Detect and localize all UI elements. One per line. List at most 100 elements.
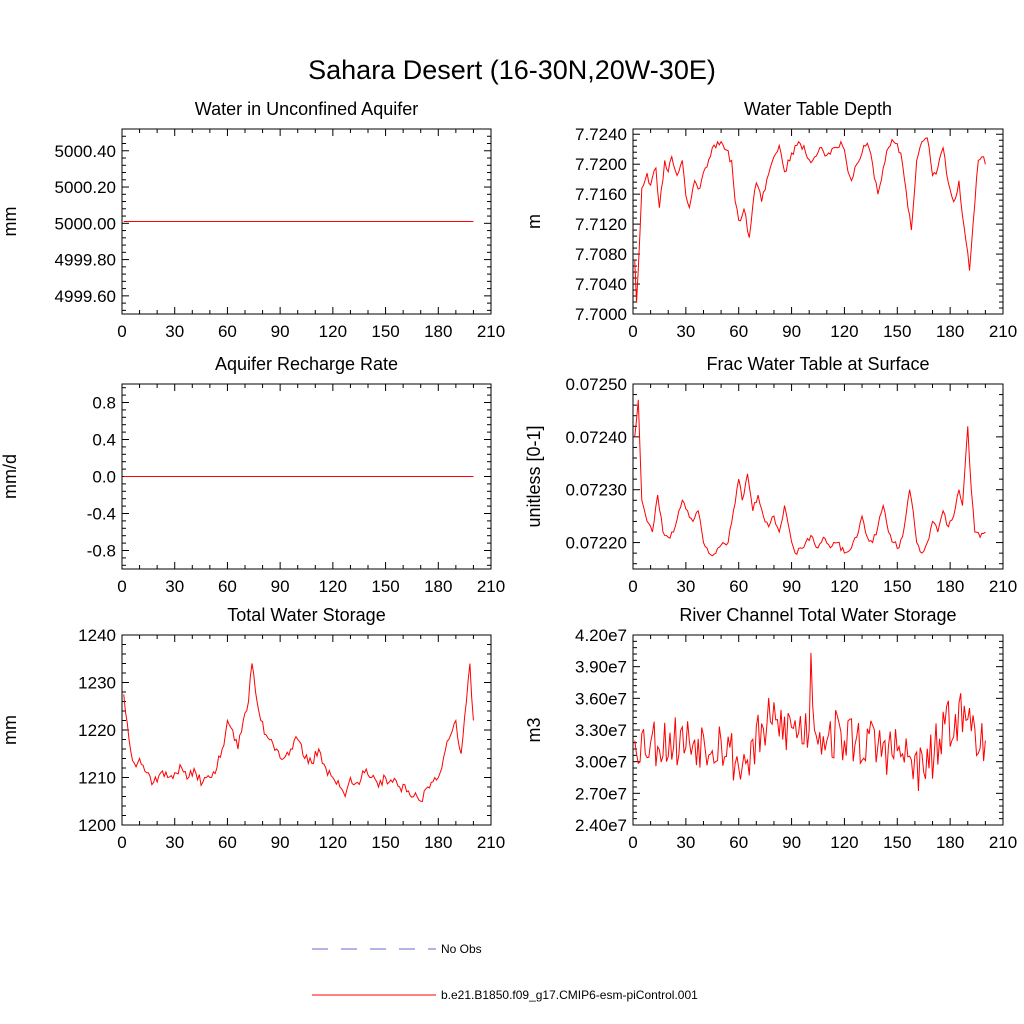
x-tick-label: 120 <box>830 322 858 341</box>
x-tick-label: 30 <box>165 322 184 341</box>
panel-frac-water-table-at-surface: Frac Water Table at Surface 0 30 60 90 120 150… <box>524 354 1017 596</box>
legend: No Obs b.e21.B1850.f09_g17.CMIP6-esm-piC… <box>312 942 698 1002</box>
y-axis-label: mm <box>0 207 20 237</box>
legend-model-label: b.e21.B1850.f09_g17.CMIP6-esm-piControl.… <box>441 988 698 1002</box>
y-tick-label: 0.07250 <box>566 375 627 394</box>
y-tick-label: 4999.80 <box>55 251 116 270</box>
y-tick-label: 2.70e7 <box>575 784 627 803</box>
y-tick-label: -0.4 <box>87 505 116 524</box>
panel-river-channel-total-water-storage: River Channel Total Water Storage 0 30 60 90… <box>524 605 1017 852</box>
panel-title: River Channel Total Water Storage <box>679 605 956 625</box>
x-tick-label: 90 <box>782 833 801 852</box>
y-tick-label: 7.7240 <box>575 125 627 144</box>
y-tick-label: 5000.00 <box>55 214 116 233</box>
y-axis-label: mm <box>0 715 20 745</box>
x-tick-label: 0 <box>628 577 637 596</box>
y-tick-label: 0.8 <box>92 394 116 413</box>
x-tick-label: 210 <box>477 577 505 596</box>
x-tick-label: 0 <box>628 833 637 852</box>
x-tick-label: 60 <box>729 833 748 852</box>
x-tick-label: 210 <box>989 322 1017 341</box>
y-tick-label: 4999.60 <box>55 287 116 306</box>
y-tick-label: 5000.20 <box>55 178 116 197</box>
series-line-b-e21-b1850-f09-g17-cmip6-esm-picontrol-001 <box>634 399 986 557</box>
y-tick-label: 2.40e7 <box>575 816 627 835</box>
x-tick-label: 180 <box>936 577 964 596</box>
y-tick-label: 1240 <box>78 626 116 645</box>
panel-title: Water Table Depth <box>744 99 892 119</box>
x-tick-label: 120 <box>319 833 347 852</box>
y-tick-label: 7.7080 <box>575 245 627 264</box>
y-tick-label: 3.90e7 <box>575 658 627 677</box>
y-tick-label: -0.8 <box>87 542 116 561</box>
panel-title: Total Water Storage <box>227 605 385 625</box>
x-tick-label: 120 <box>319 577 347 596</box>
x-tick-label: 120 <box>319 322 347 341</box>
x-tick-label: 0 <box>117 833 126 852</box>
x-tick-label: 60 <box>218 577 237 596</box>
x-tick-label: 180 <box>424 322 452 341</box>
x-tick-label: 150 <box>883 577 911 596</box>
panel-title: Water in Unconfined Aquifer <box>195 99 418 119</box>
x-tick-label: 60 <box>218 833 237 852</box>
x-tick-label: 60 <box>729 577 748 596</box>
y-tick-label: 3.30e7 <box>575 721 627 740</box>
x-tick-label: 180 <box>424 833 452 852</box>
panel-title: Frac Water Table at Surface <box>706 354 929 374</box>
panels: Water in Unconfined Aquifer 0 30 60 90 120 150… <box>0 99 1017 852</box>
x-tick-label: 30 <box>165 833 184 852</box>
y-tick-label: 7.7040 <box>575 275 627 294</box>
x-tick-label: 30 <box>676 577 695 596</box>
x-tick-label: 90 <box>271 322 290 341</box>
x-tick-label: 150 <box>371 833 399 852</box>
panel-total-water-storage: Total Water Storage 0 30 60 90 120 150 180 210 12… <box>0 605 505 852</box>
series-line-b-e21-b1850-f09-g17-cmip6-esm-picontrol-001 <box>123 663 474 802</box>
y-tick-label: 0.07240 <box>566 428 627 447</box>
y-tick-label: 0.0 <box>92 468 116 487</box>
x-tick-label: 30 <box>165 577 184 596</box>
x-tick-label: 90 <box>782 322 801 341</box>
x-tick-label: 90 <box>271 833 290 852</box>
x-tick-label: 30 <box>676 833 695 852</box>
x-tick-label: 210 <box>989 833 1017 852</box>
x-tick-label: 60 <box>218 322 237 341</box>
x-tick-label: 180 <box>424 577 452 596</box>
x-tick-label: 0 <box>117 322 126 341</box>
x-tick-label: 150 <box>371 322 399 341</box>
x-tick-label: 30 <box>676 322 695 341</box>
y-axis-label: m3 <box>524 717 544 742</box>
figure-title: Sahara Desert (16-30N,20W-30E) <box>308 55 716 85</box>
legend-obs-label: No Obs <box>441 942 482 956</box>
x-tick-label: 120 <box>830 833 858 852</box>
panel-title: Aquifer Recharge Rate <box>215 354 398 374</box>
x-tick-label: 60 <box>729 322 748 341</box>
x-tick-label: 0 <box>117 577 126 596</box>
y-tick-label: 5000.40 <box>55 142 116 161</box>
y-tick-label: 3.00e7 <box>575 753 627 772</box>
x-tick-label: 210 <box>477 833 505 852</box>
x-tick-label: 90 <box>271 577 290 596</box>
x-tick-label: 180 <box>936 322 964 341</box>
plot-frame <box>121 128 492 315</box>
x-tick-label: 120 <box>830 577 858 596</box>
y-tick-label: 3.60e7 <box>575 689 627 708</box>
x-tick-label: 0 <box>628 322 637 341</box>
x-tick-label: 90 <box>782 577 801 596</box>
x-tick-label: 180 <box>936 833 964 852</box>
series-line-b-e21-b1850-f09-g17-cmip6-esm-picontrol-001 <box>634 137 986 303</box>
x-tick-label: 210 <box>477 322 505 341</box>
y-tick-label: 1200 <box>78 816 116 835</box>
y-tick-label: 7.7120 <box>575 215 627 234</box>
panel-water-in-unconfined-aquifer: Water in Unconfined Aquifer 0 30 60 90 120 150… <box>0 99 505 341</box>
x-tick-label: 210 <box>989 577 1017 596</box>
y-tick-label: 0.07230 <box>566 481 627 500</box>
panel-water-table-depth: Water Table Depth 0 30 60 90 120 150 180 210 7.70… <box>524 99 1017 341</box>
x-tick-label: 150 <box>883 322 911 341</box>
panel-aquifer-recharge-rate: Aquifer Recharge Rate 0 30 60 90 120 150 180 210… <box>0 354 505 596</box>
y-axis-label: mm/d <box>0 454 20 499</box>
y-tick-label: 7.7000 <box>575 305 627 324</box>
y-tick-label: 1210 <box>78 769 116 788</box>
y-tick-label: 1230 <box>78 674 116 693</box>
y-tick-label: 7.7200 <box>575 155 627 174</box>
